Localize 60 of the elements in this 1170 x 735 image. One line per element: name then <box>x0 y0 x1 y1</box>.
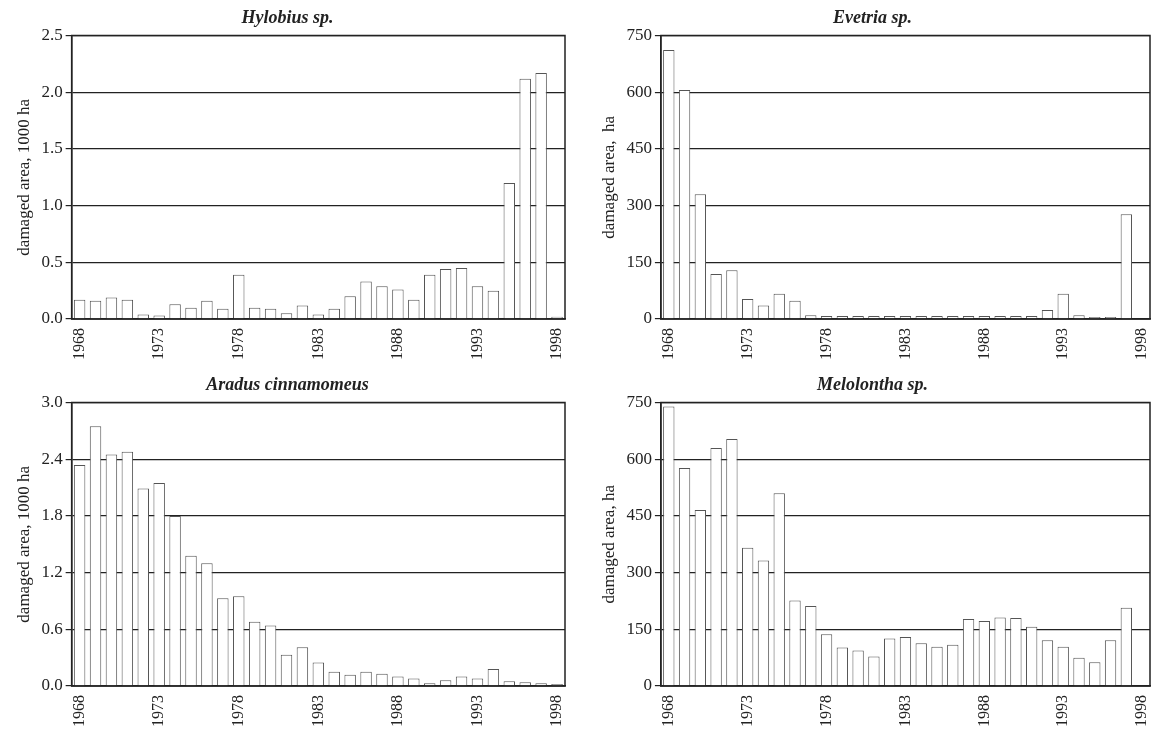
x-tick-label: 1973 <box>149 328 167 360</box>
x-tick-label: 1973 <box>737 328 755 360</box>
y-tick-label: 150 <box>626 618 652 638</box>
x-tick-label: 1968 <box>658 695 676 727</box>
x-tick-label: 1968 <box>69 328 87 360</box>
y-tick-label: 1.0 <box>41 195 63 215</box>
x-tick-label: 1998 <box>1132 328 1150 360</box>
x-tick-label: 1978 <box>228 695 246 727</box>
y-axis-title: damaged area, ha <box>598 484 618 604</box>
y-tick-label: 450 <box>626 138 652 158</box>
y-tick-label: 0.0 <box>41 675 63 695</box>
y-tick-label: 3.0 <box>41 392 63 412</box>
y-tick-label: 2.5 <box>41 25 63 45</box>
y-tick-label: 1.2 <box>41 562 63 582</box>
x-tick-label: 1988 <box>388 695 406 727</box>
y-axis-title: damaged area, 1000 ha <box>13 465 33 623</box>
x-tick-label: 1978 <box>816 695 834 727</box>
y-tick-label: 450 <box>626 505 652 525</box>
y-tick-label: 750 <box>626 392 652 412</box>
x-tick-label: 1978 <box>228 328 246 360</box>
chart-title: Hylobius sp. <box>240 7 334 28</box>
x-tick-label: 1978 <box>816 328 834 360</box>
x-tick-label: 1993 <box>1053 695 1071 727</box>
y-tick-label: 1.5 <box>41 138 63 158</box>
x-tick-label: 1983 <box>895 695 913 727</box>
x-tick-label: 1998 <box>1132 695 1150 727</box>
y-tick-label: 0 <box>643 308 652 328</box>
chart-title: Melolontha sp. <box>815 374 929 395</box>
y-axis-title: damaged area, 1000 ha <box>13 98 33 256</box>
x-tick-label: 1998 <box>547 328 565 360</box>
x-tick-label: 1993 <box>467 695 485 727</box>
x-tick-label: 1983 <box>308 328 326 360</box>
y-tick-label: 300 <box>626 195 652 215</box>
y-tick-label: 1.8 <box>41 505 63 525</box>
y-tick-label: 600 <box>626 81 652 101</box>
x-tick-label: 1973 <box>737 695 755 727</box>
y-axis-title: damaged area, ha <box>598 115 618 239</box>
x-tick-label: 1998 <box>547 695 565 727</box>
y-tick-label: 600 <box>626 448 652 468</box>
x-tick-label: 1983 <box>895 328 913 360</box>
x-tick-label: 1983 <box>308 695 326 727</box>
x-tick-label: 1988 <box>388 328 406 360</box>
chart-title: Aradus cinnamomeus <box>205 374 369 395</box>
y-tick-label: 2.4 <box>41 448 64 468</box>
x-tick-label: 1993 <box>1053 328 1071 360</box>
y-tick-label: 0.0 <box>41 308 63 328</box>
x-tick-label: 1988 <box>974 695 992 727</box>
y-tick-label: 150 <box>626 251 652 271</box>
x-tick-label: 1993 <box>467 328 485 360</box>
y-tick-label: 300 <box>626 562 652 582</box>
y-tick-label: 750 <box>626 25 652 45</box>
x-tick-label: 1988 <box>974 328 992 360</box>
y-tick-label: 2.0 <box>41 81 63 101</box>
y-tick-label: 0.6 <box>41 618 63 638</box>
chart-title: Evetria sp. <box>832 7 912 28</box>
y-tick-label: 0 <box>643 675 652 695</box>
x-tick-label: 1973 <box>149 695 167 727</box>
x-tick-label: 1968 <box>69 695 87 727</box>
x-tick-label: 1968 <box>658 328 676 360</box>
y-tick-label: 0.5 <box>41 251 63 271</box>
